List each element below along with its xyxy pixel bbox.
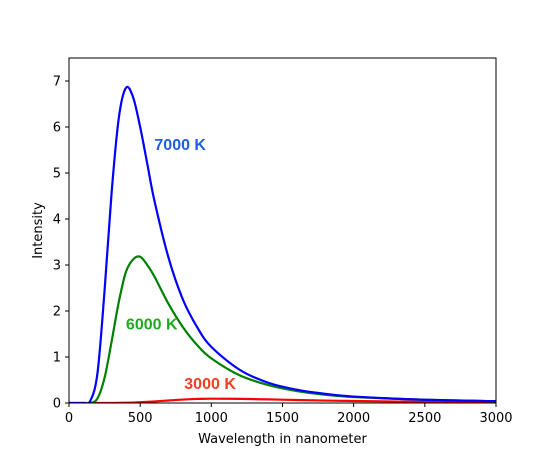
plot-frame (68, 57, 497, 404)
x-axis-label: Wavelength in nanometer (198, 432, 367, 447)
x-tick-label: 2000 (337, 411, 370, 426)
x-tick-label: 3000 (479, 411, 512, 426)
x-tick-label: 0 (65, 411, 73, 426)
x-tick-label: 500 (128, 411, 153, 426)
y-axis-label: Intensity (31, 202, 46, 259)
y-tick-label: 7 (53, 75, 61, 90)
series-line-6000k (69, 255, 496, 403)
y-tick-label: 4 (53, 213, 61, 228)
y-tick-label: 6 (53, 121, 61, 136)
y-tick-label: 0 (53, 397, 61, 412)
x-tick-label: 2500 (408, 411, 441, 426)
x-axis-ticks: 0 500 1000 1500 2000 2500 3000 (65, 403, 513, 426)
y-tick-label: 3 (53, 259, 61, 274)
x-tick-label: 1000 (195, 411, 228, 426)
label-3000k: 3000 K (184, 376, 236, 393)
y-axis-ticks: 0 1 2 3 4 5 6 7 (53, 75, 69, 412)
series-lines (69, 85, 496, 403)
y-tick-label: 1 (53, 351, 61, 366)
series-line-3000k (69, 397, 496, 403)
series-line-7000k (69, 85, 496, 403)
plot-area: 7000 K 6000 K 3000 K (68, 57, 497, 404)
y-tick-label: 2 (53, 305, 61, 320)
label-7000k: 7000 K (154, 137, 206, 154)
x-tick-label: 1500 (266, 411, 299, 426)
y-tick-label: 5 (53, 167, 61, 182)
label-6000k: 6000 K (126, 316, 178, 333)
